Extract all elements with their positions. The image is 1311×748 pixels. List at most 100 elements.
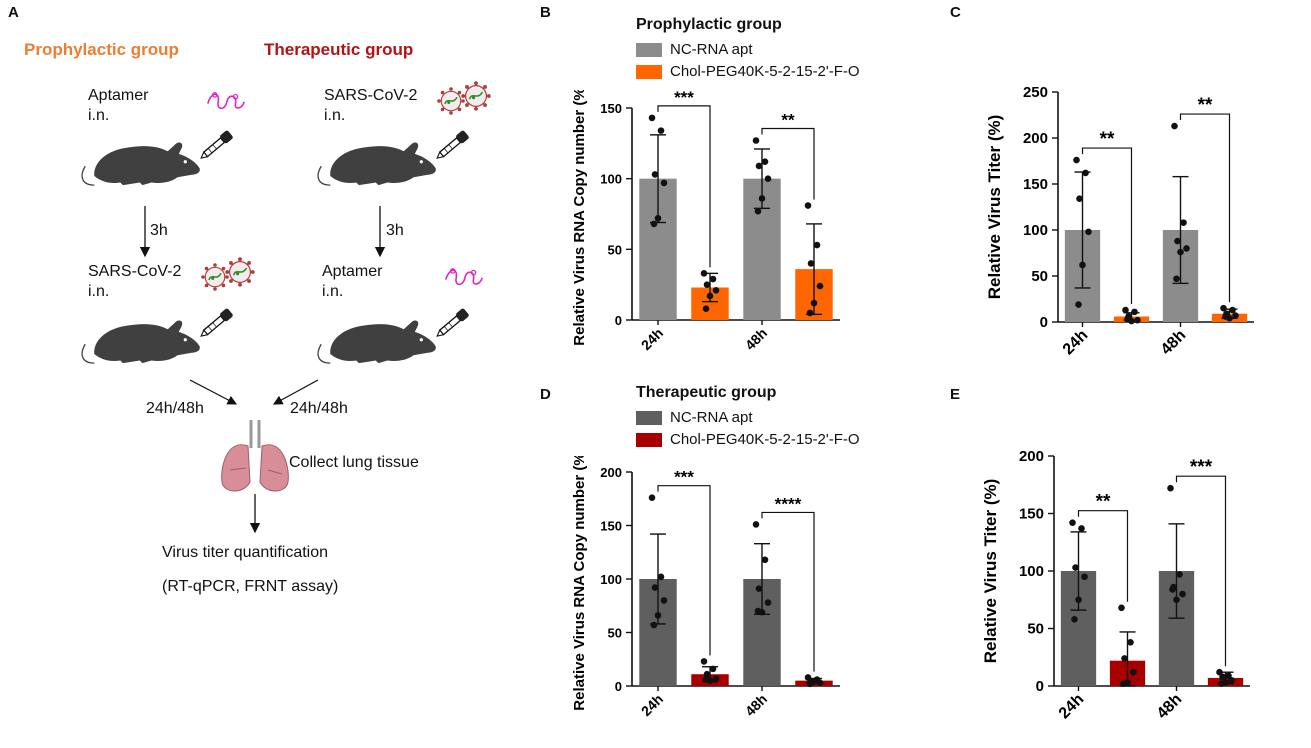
data-point xyxy=(703,670,711,678)
collect-lung-label: Collect lung tissue xyxy=(289,454,419,471)
significance-label: **** xyxy=(775,494,802,513)
lung-icon xyxy=(221,420,289,492)
data-point xyxy=(1073,156,1080,164)
data-point xyxy=(1122,306,1129,314)
data-point xyxy=(1229,306,1236,314)
data-point xyxy=(816,282,824,290)
mouse-icon xyxy=(81,141,201,186)
data-point xyxy=(1071,616,1078,623)
y-tick-label: 0 xyxy=(1036,678,1044,695)
data-point xyxy=(1130,668,1137,676)
panel-letter-e: E xyxy=(950,386,961,403)
assays-label: (RT-qPCR, FRNT assay) xyxy=(162,578,339,595)
data-point xyxy=(1220,304,1227,312)
y-tick-label: 100 xyxy=(1019,563,1044,580)
significance-bracket xyxy=(1077,510,1129,602)
panel-letter-b: B xyxy=(540,4,551,21)
virus-icon xyxy=(200,262,230,292)
data-point xyxy=(660,179,668,187)
data-point xyxy=(1180,219,1187,226)
data-point xyxy=(1134,316,1141,324)
data-point xyxy=(1069,519,1076,526)
virus-icon xyxy=(436,86,466,116)
prophylactic-step2-label: SARS-CoV-2 i.n. xyxy=(88,263,182,300)
legend-swatch-b-0 xyxy=(636,43,662,57)
x-tick-label: 24h xyxy=(638,325,666,353)
data-point xyxy=(758,195,766,202)
prophylactic-group-title: Prophylactic group xyxy=(24,40,179,59)
data-point xyxy=(755,162,763,170)
y-tick-label: 0 xyxy=(1040,314,1048,331)
data-point xyxy=(1173,275,1180,283)
data-point xyxy=(804,202,812,209)
significance-label: *** xyxy=(674,468,694,487)
data-point xyxy=(1131,308,1138,316)
timepoints-left-label: 24h/48h xyxy=(146,400,204,417)
x-tick-label: 24h xyxy=(1060,327,1092,359)
data-point xyxy=(1075,301,1082,308)
x-tick-label: 48h xyxy=(742,325,770,353)
data-point xyxy=(651,171,659,178)
data-point xyxy=(813,241,821,249)
y-axis-label: Relative Virus Titer (%) xyxy=(985,115,1004,300)
data-point xyxy=(1075,596,1082,604)
chart-d-title: Therapeutic group xyxy=(636,384,777,401)
mouse-icon xyxy=(317,319,437,364)
data-point xyxy=(1171,122,1178,130)
y-tick-label: 150 xyxy=(1019,506,1044,523)
significance-bracket xyxy=(1081,147,1133,305)
data-point xyxy=(1177,248,1184,256)
quantification-label: Virus titer quantification xyxy=(162,544,329,561)
chart-b: 0 50 100 150 Relative Virus RNA Copy number … xyxy=(571,90,840,353)
panel-letter-d: D xyxy=(540,386,551,403)
data-point xyxy=(752,137,760,144)
data-point xyxy=(651,584,659,591)
y-tick-label: 150 xyxy=(600,519,622,534)
data-point xyxy=(1081,573,1088,581)
data-point xyxy=(1176,571,1183,578)
data-point xyxy=(752,521,760,528)
mouse-icon xyxy=(317,141,437,186)
data-point xyxy=(1118,604,1125,612)
data-point xyxy=(709,665,717,673)
data-point xyxy=(807,260,815,267)
data-point xyxy=(1174,237,1181,245)
data-point xyxy=(654,214,662,222)
data-point xyxy=(700,270,708,277)
data-point xyxy=(657,127,665,134)
mouse-icon xyxy=(81,319,201,364)
data-point xyxy=(1183,245,1190,252)
y-tick-label: 50 xyxy=(608,626,622,641)
data-point xyxy=(1169,586,1176,593)
aptamer-icon xyxy=(445,267,483,286)
significance-label: ** xyxy=(1096,492,1111,513)
data-point xyxy=(1079,261,1086,269)
significance-bracket xyxy=(1175,475,1227,667)
data-point xyxy=(709,275,717,283)
data-point xyxy=(761,556,769,564)
y-tick-label: 200 xyxy=(600,465,622,480)
pipette-icon xyxy=(197,307,235,341)
data-point xyxy=(702,676,710,683)
data-point xyxy=(764,175,772,182)
data-point xyxy=(806,680,814,688)
data-point xyxy=(810,299,818,307)
y-tick-label: 150 xyxy=(1023,176,1048,193)
data-point xyxy=(806,309,814,317)
chart-b-title: Prophylactic group xyxy=(636,16,782,33)
data-point xyxy=(712,675,720,682)
significance-label: ** xyxy=(1198,95,1213,116)
data-point xyxy=(650,621,658,629)
data-point xyxy=(654,612,662,619)
data-point xyxy=(657,573,665,581)
y-tick-label: 50 xyxy=(608,242,622,257)
therapeutic-group-title: Therapeutic group xyxy=(264,40,414,59)
data-point xyxy=(764,599,772,606)
data-point xyxy=(1076,195,1083,203)
data-point xyxy=(1167,484,1174,492)
data-point xyxy=(703,281,711,288)
y-tick-label: 200 xyxy=(1023,130,1048,147)
significance-label: ** xyxy=(781,111,795,130)
data-point xyxy=(648,114,656,122)
legend-swatch-b-1 xyxy=(636,65,662,79)
